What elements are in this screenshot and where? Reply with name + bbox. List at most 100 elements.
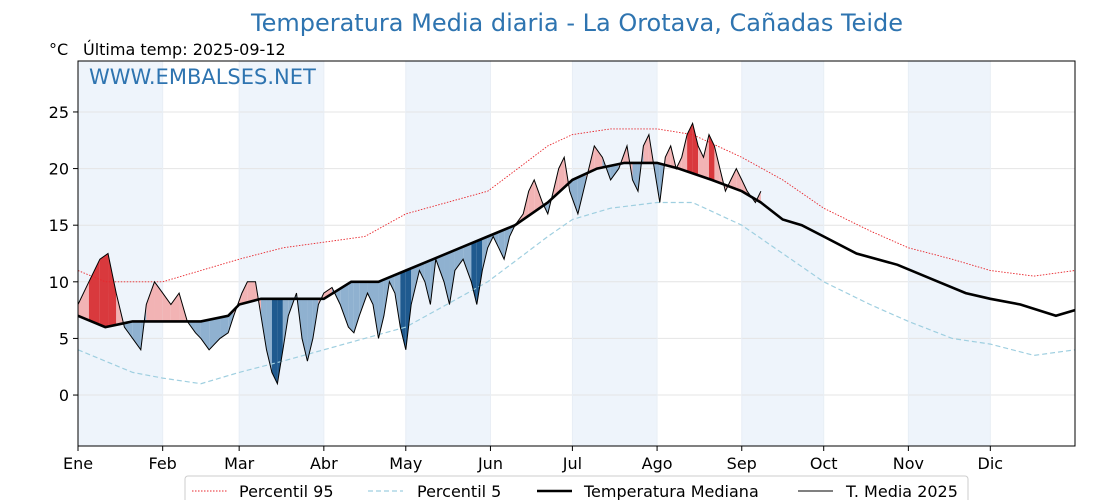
fill-above-median — [714, 145, 720, 183]
fill-above-median — [534, 179, 543, 212]
median-line — [77, 161, 1076, 329]
x-tick-label: Mar — [224, 454, 255, 473]
y-tick-label: 5 — [59, 329, 69, 348]
fill-above-median — [108, 253, 117, 327]
fill-below-median — [220, 315, 229, 339]
x-tick-label: Oct — [810, 454, 838, 473]
month-band — [572, 61, 658, 446]
fill-above-median — [708, 134, 715, 181]
y-tick-label: 20 — [49, 160, 69, 179]
legend-p95-label: Percentil 95 — [239, 482, 334, 500]
fill-above-median — [146, 281, 155, 322]
month-band — [908, 61, 991, 446]
fill-below-median — [444, 252, 450, 305]
fill-above-median — [681, 134, 688, 172]
x-tick-label: Ene — [63, 454, 93, 473]
fill-above-median — [162, 293, 171, 322]
fill-below-median — [394, 272, 401, 328]
y-tick-label: 0 — [59, 386, 69, 405]
x-tick-label: Ago — [642, 454, 673, 473]
fill-below-median — [569, 177, 578, 214]
fill-above-median — [247, 281, 256, 303]
fill-below-median — [400, 270, 406, 350]
y-axis: 0 5 10 15 20 25 — [49, 103, 78, 405]
fill-below-median — [482, 236, 488, 271]
fill-above-median — [241, 281, 248, 304]
p95-line — [77, 128, 1076, 283]
fill-below-median — [463, 243, 472, 282]
fill-above-median — [78, 281, 89, 321]
x-tick-label: Jun — [477, 454, 503, 473]
chart-title: Temperatura Media diaria - La Orotava, C… — [250, 9, 903, 37]
x-tick-label: Sep — [727, 454, 757, 473]
fill-above-median — [88, 259, 100, 325]
x-tick-label: Abr — [310, 454, 338, 473]
fill-above-median — [154, 281, 163, 322]
y-tick-label: 10 — [49, 273, 69, 292]
x-axis: Ene Feb Mar Abr May Jun Jul Ago Sep Oct Nov Dic — [63, 446, 1003, 473]
fill-above-median — [730, 168, 737, 190]
fill-above-median — [736, 168, 742, 192]
legend: Percentil 95 Percentil 5 Temperatura Media… — [184, 475, 969, 500]
fill-below-median — [301, 298, 308, 362]
fill-below-median — [405, 268, 412, 350]
month-band — [239, 61, 324, 446]
x-tick-label: Feb — [149, 454, 177, 473]
y-tick-label: 25 — [49, 103, 69, 122]
fill-below-median — [476, 238, 483, 305]
fill-below-median — [359, 281, 368, 316]
fill-below-median — [307, 298, 313, 362]
fill-below-median — [124, 321, 133, 339]
fill-above-median — [594, 145, 603, 170]
fill-above-median — [665, 145, 671, 167]
fill-below-median — [209, 317, 221, 350]
series-lines — [77, 121, 1076, 386]
month-band — [741, 61, 824, 446]
fill-below-median — [261, 298, 267, 350]
fill-above-median — [323, 287, 333, 299]
legend-current-label: T. Media 2025 — [845, 482, 958, 500]
watermark: WWW.EMBALSES.NET — [89, 65, 316, 89]
last-temp-label: Última temp: 2025-09-12 — [83, 40, 286, 59]
fill-below-median — [282, 298, 289, 350]
current-year-line — [77, 121, 762, 386]
fill-below-median — [132, 321, 141, 350]
fill-above-median — [170, 293, 180, 322]
fill-above-median — [643, 134, 649, 163]
fill-below-median — [271, 298, 278, 384]
fill-below-median — [367, 281, 374, 305]
fill-below-median — [449, 250, 455, 305]
fill-below-median — [378, 279, 384, 339]
fill-above-median — [703, 134, 709, 179]
y-tick-label: 15 — [49, 216, 69, 235]
fill-below-median — [353, 281, 360, 333]
x-tick-label: Nov — [893, 454, 924, 473]
fill-below-median — [504, 227, 510, 260]
fill-above-median — [692, 123, 699, 176]
legend-median-label: Temperatura Mediana — [583, 482, 759, 500]
fill-above-median — [698, 145, 704, 178]
legend-frame — [184, 475, 969, 500]
x-tick-label: Jul — [562, 454, 582, 473]
fill-below-median — [424, 260, 431, 305]
x-tick-label: Dic — [978, 454, 1004, 473]
fill-below-median — [200, 319, 210, 350]
fill-below-median — [498, 229, 505, 260]
fill-below-median — [348, 281, 354, 333]
fill-above-median — [687, 123, 693, 174]
plot-frame — [77, 60, 1076, 447]
fill-below-median — [610, 164, 619, 180]
fill-below-median — [632, 162, 638, 192]
fill-below-median — [340, 283, 349, 328]
grid — [78, 61, 1075, 446]
month-bands — [78, 61, 991, 446]
month-band — [78, 61, 163, 446]
fill-below-median — [373, 281, 379, 339]
legend-p5-label: Percentil 5 — [417, 482, 501, 500]
x-tick-label: May — [389, 454, 422, 473]
fill-below-median — [389, 275, 395, 294]
fill-below-median — [454, 246, 464, 271]
fill-above-median — [99, 253, 109, 327]
fill-below-median — [419, 262, 425, 282]
